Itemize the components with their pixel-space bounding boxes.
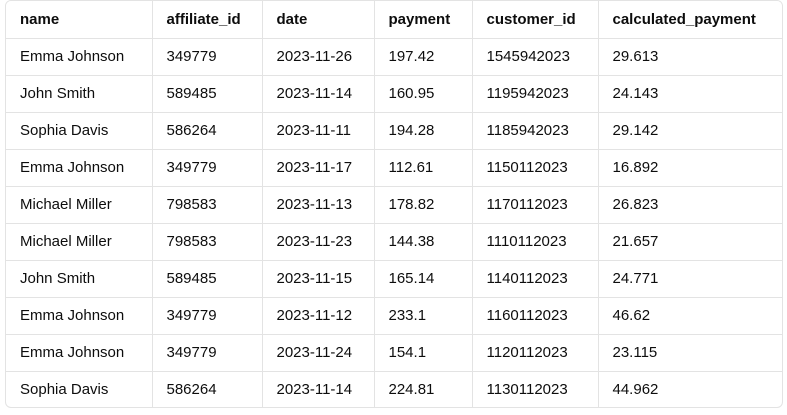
table-body: Emma Johnson 349779 2023-11-26 197.42 154594… [6, 38, 782, 407]
calculated-payment-cell: 21.657 [598, 223, 782, 261]
name-cell: Sophia Davis [6, 371, 153, 407]
customer-id-cell: 1160112023 [472, 297, 599, 335]
table-row: John Smith 589485 2023-11-14 160.95 11959420… [6, 75, 782, 113]
payment-cell: 194.28 [374, 112, 473, 150]
name-cell: John Smith [6, 75, 153, 113]
calculated-payment-cell: 16.892 [598, 149, 782, 187]
date-cell: 2023-11-24 [262, 334, 375, 372]
affiliate-id-cell: 798583 [152, 186, 263, 224]
payment-cell: 112.61 [374, 149, 473, 187]
calculated-payment-cell: 29.613 [598, 38, 782, 76]
payment-cell: 144.38 [374, 223, 473, 261]
column-header-name: name [6, 1, 153, 39]
table-row: Michael Miller 798583 2023-11-23 144.38 1110… [6, 223, 782, 261]
table-row: Sophia Davis 586264 2023-11-11 194.28 118594… [6, 112, 782, 150]
data-table-container: name affiliate_id date payment customer_… [5, 0, 783, 408]
payment-cell: 178.82 [374, 186, 473, 224]
header-row: name affiliate_id date payment customer_… [6, 1, 782, 39]
data-table: name affiliate_id date payment customer_… [6, 1, 782, 407]
name-cell: Emma Johnson [6, 297, 153, 335]
name-cell: John Smith [6, 260, 153, 298]
table-row: Emma Johnson 349779 2023-11-12 233.1 1160112… [6, 297, 782, 335]
name-cell: Sophia Davis [6, 112, 153, 150]
customer-id-cell: 1170112023 [472, 186, 599, 224]
name-cell: Michael Miller [6, 186, 153, 224]
calculated-payment-cell: 24.771 [598, 260, 782, 298]
column-header-calculated-payment: calculated_payment [598, 1, 782, 39]
name-cell: Emma Johnson [6, 149, 153, 187]
customer-id-cell: 1110112023 [472, 223, 599, 261]
name-cell: Michael Miller [6, 223, 153, 261]
affiliate-id-cell: 349779 [152, 334, 263, 372]
table-row: Michael Miller 798583 2023-11-13 178.82 1170… [6, 186, 782, 224]
column-header-affiliate-id: affiliate_id [152, 1, 263, 39]
affiliate-id-cell: 586264 [152, 112, 263, 150]
affiliate-id-cell: 349779 [152, 149, 263, 187]
payment-cell: 224.81 [374, 371, 473, 407]
column-header-date: date [262, 1, 375, 39]
name-cell: Emma Johnson [6, 334, 153, 372]
affiliate-id-cell: 589485 [152, 260, 263, 298]
affiliate-id-cell: 589485 [152, 75, 263, 113]
customer-id-cell: 1120112023 [472, 334, 599, 372]
table-row: John Smith 589485 2023-11-15 165.14 11401120… [6, 260, 782, 298]
customer-id-cell: 1130112023 [472, 371, 599, 407]
calculated-payment-cell: 29.142 [598, 112, 782, 150]
calculated-payment-cell: 26.823 [598, 186, 782, 224]
calculated-payment-cell: 44.962 [612, 381, 659, 399]
payment-cell: 233.1 [374, 297, 473, 335]
affiliate-id-cell: 349779 [152, 297, 263, 335]
column-header-customer-id: customer_id [472, 1, 599, 39]
payment-cell: 154.1 [374, 334, 473, 372]
date-cell: 2023-11-15 [262, 260, 375, 298]
affiliate-id-cell: 586264 [152, 371, 263, 407]
date-cell: 2023-11-11 [262, 112, 375, 150]
customer-id-cell: 1545942023 [472, 38, 599, 76]
customer-id-cell: 1150112023 [472, 149, 599, 187]
date-cell: 2023-11-13 [262, 186, 375, 224]
table-row: Emma Johnson 349779 2023-11-17 112.61 115011… [6, 149, 782, 187]
table-row: Sophia Davis 586264 2023-11-14 224.81 113011… [6, 371, 782, 407]
table-header: name affiliate_id date payment customer_… [6, 1, 782, 39]
column-header-payment: payment [374, 1, 473, 39]
calculated-payment-cell: 23.115 [598, 334, 782, 372]
calculated-payment-cell: 24.143 [598, 75, 782, 113]
affiliate-id-cell: 798583 [152, 223, 263, 261]
payment-cell: 165.14 [374, 260, 473, 298]
payment-cell: 197.42 [374, 38, 473, 76]
date-cell: 2023-11-12 [262, 297, 375, 335]
table-row: Emma Johnson 349779 2023-11-24 154.1 1120112… [6, 334, 782, 372]
affiliate-id-cell: 349779 [152, 38, 263, 76]
date-cell: 2023-11-17 [262, 149, 375, 187]
calculated-payment-cell: 46.62 [598, 297, 782, 335]
customer-id-cell: 1195942023 [472, 75, 599, 113]
date-cell: 2023-11-26 [262, 38, 375, 76]
date-cell: 2023-11-14 [262, 371, 375, 407]
table-row: Emma Johnson 349779 2023-11-26 197.42 154594… [6, 38, 782, 76]
customer-id-cell: 1185942023 [472, 112, 599, 150]
customer-id-cell: 1140112023 [472, 260, 599, 298]
date-cell: 2023-11-23 [262, 223, 375, 261]
date-cell: 2023-11-14 [262, 75, 375, 113]
payment-cell: 160.95 [374, 75, 473, 113]
name-cell: Emma Johnson [6, 38, 153, 76]
